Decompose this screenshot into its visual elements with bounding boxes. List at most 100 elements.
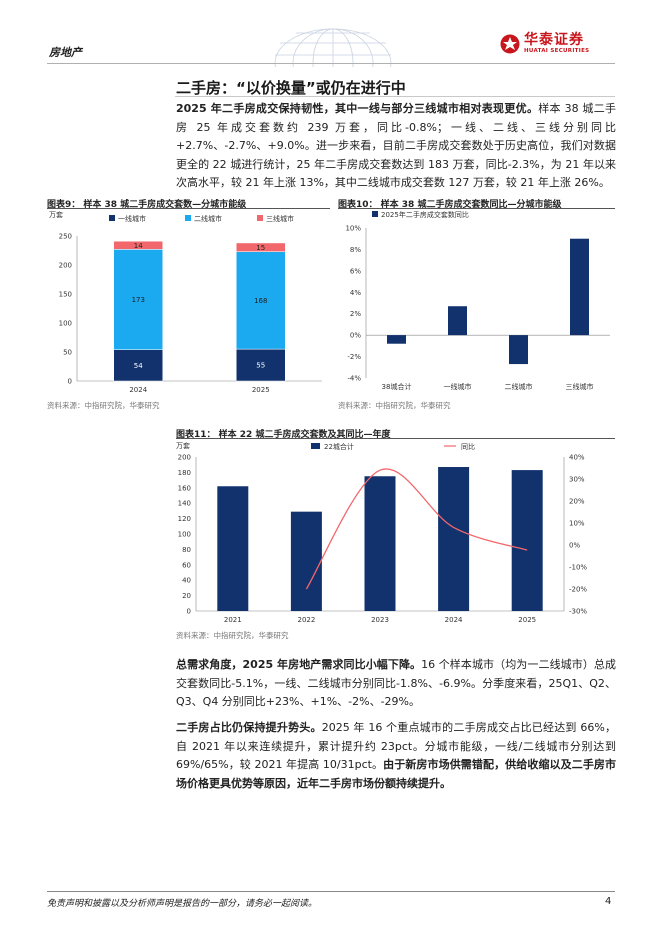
y-left-tick-label: 40 bbox=[182, 577, 191, 585]
y-tick-label: -4% bbox=[347, 375, 361, 383]
paragraph-total-demand: 总需求角度，2025 年房地产需求同比小幅下降。16 个样本城市（均为一二线城市… bbox=[176, 656, 616, 712]
section-title: 二手房：“以价换量”或仍在进行中 bbox=[176, 79, 406, 97]
y-left-tick-label: 20 bbox=[182, 592, 191, 600]
y-tick-label: 50 bbox=[63, 349, 72, 357]
x-tick-label: 2022 bbox=[297, 616, 315, 624]
report-section-label: 房地产 bbox=[49, 46, 82, 59]
figure-10-chart: -4% -2% 0% 2% 4% 6% 8% 10% 2025年二手房成交套数同比 38城合计 一线… bbox=[345, 210, 610, 391]
y-tick-label: 100 bbox=[59, 320, 72, 328]
figure-9-source: 资料来源：中指研究院，华泰研究 bbox=[47, 401, 160, 410]
y-tick-label: -2% bbox=[347, 353, 361, 361]
logo-text-en: HUATAI SECURITIES bbox=[524, 48, 590, 54]
bar bbox=[438, 467, 470, 611]
legend-swatch bbox=[311, 443, 320, 449]
figure-10-title: 图表10： 样本 38 城二手房成交套数同比—分城市能级 bbox=[338, 200, 562, 210]
figure-9-title: 图表9： 样本 38 城二手房成交套数—分城市能级 bbox=[47, 200, 247, 210]
bar-segment bbox=[113, 240, 163, 250]
y-tick-label: 250 bbox=[59, 233, 72, 241]
huatai-logo-icon bbox=[500, 34, 520, 53]
y-tick-label: 150 bbox=[59, 291, 72, 299]
x-tick-label: 2025 bbox=[252, 386, 270, 394]
y-axis-unit: 万套 bbox=[49, 210, 63, 219]
y-tick-label: 8% bbox=[350, 246, 361, 254]
section-title-divider bbox=[175, 96, 615, 97]
figure-11-rule bbox=[176, 438, 615, 439]
legend-label: 22城合计 bbox=[324, 442, 354, 451]
paragraph-lead: 总需求角度，2025 年房地产需求同比小幅下降。 bbox=[176, 658, 422, 671]
y-axis-unit: 万套 bbox=[176, 441, 190, 450]
bar-segment bbox=[113, 349, 163, 382]
paragraph-lead: 2025 年二手房成交保持韧性，其中一线与部分三线城市相对表现更优。 bbox=[176, 102, 539, 115]
legend-swatch bbox=[257, 215, 263, 221]
y-right-tick-label: 0% bbox=[569, 542, 580, 550]
paragraph-second-hand-share: 二手房占比仍保持提升势头。2025 年 16 个重点城市的二手房成交占比已经达到… bbox=[176, 719, 616, 793]
y-right-tick-label: -10% bbox=[569, 564, 587, 572]
paragraph-conclusion: 由于新房市场供需错配，供给收缩以及二手房市场价格更具优势等原因，近年二手房市场份… bbox=[176, 758, 616, 790]
legend-label: 一线城市 bbox=[118, 214, 146, 223]
y-tick-label: 0% bbox=[350, 332, 361, 340]
x-tick-label: 一线城市 bbox=[444, 382, 472, 391]
figure-11-chart: 万套 0 20 40 60 80 100 120 140 160 180 200 -30% -20% -10… bbox=[176, 441, 587, 624]
bar-segment bbox=[236, 348, 286, 382]
figure-9-chart: 万套 0 50 100 150 200 250 一线城市 二线城市 三线城市 54 173 14 2024… bbox=[49, 210, 322, 394]
paragraph-second-hand-resilience: 2025 年二手房成交保持韧性，其中一线与部分三线城市相对表现更优。样本 38 … bbox=[176, 100, 616, 193]
data-label: 168 bbox=[254, 297, 267, 305]
y-tick-label: 4% bbox=[350, 289, 361, 297]
globe-watermark bbox=[274, 28, 392, 67]
paragraph-body: 2025 年 16 个重点城市的二手房成交占比已经达到 66%，自 2021 年… bbox=[176, 721, 616, 771]
x-tick-label: 2024 bbox=[129, 386, 147, 394]
x-tick-label: 二线城市 bbox=[505, 382, 533, 391]
y-left-tick-label: 60 bbox=[182, 561, 191, 569]
legend-label: 二线城市 bbox=[194, 214, 222, 223]
legend-swatch bbox=[372, 211, 378, 217]
figure-10-source: 资料来源：中指研究院，华泰研究 bbox=[338, 401, 451, 410]
y-left-tick-label: 180 bbox=[178, 469, 191, 477]
y-left-tick-label: 160 bbox=[178, 484, 191, 492]
data-label: 55 bbox=[256, 362, 265, 370]
paragraph-body: 16 个样本城市（均为一二线城市）总成交套数同比-5.1%，一线、二线城市分别同… bbox=[176, 658, 616, 708]
legend-label: 三线城市 bbox=[266, 214, 294, 223]
bar bbox=[387, 335, 406, 344]
bar bbox=[448, 306, 467, 336]
paragraph-body: 样本 38 城二手房 25 年成交套数约 239 万套，同比-0.8%；一线、二… bbox=[176, 102, 616, 189]
logo-text-cn: 华泰证券 bbox=[524, 32, 584, 48]
figure-11-source: 资料来源：中指研究院，华泰研究 bbox=[176, 631, 289, 640]
y-tick-label: 6% bbox=[350, 267, 361, 275]
footer-disclaimer: 免责声明和披露以及分析师声明是报告的一部分，请务必一起阅读。 bbox=[47, 899, 318, 909]
y-right-tick-label: 10% bbox=[569, 520, 585, 528]
x-tick-label: 三线城市 bbox=[566, 382, 594, 391]
figure-10-rule bbox=[338, 208, 615, 209]
x-tick-label: 2023 bbox=[371, 616, 389, 624]
data-label: 173 bbox=[132, 296, 145, 304]
y-left-tick-label: 80 bbox=[182, 546, 191, 554]
footer-divider bbox=[47, 891, 615, 892]
y-right-tick-label: 40% bbox=[569, 454, 585, 462]
x-tick-label: 2024 bbox=[445, 616, 463, 624]
y-left-tick-label: 200 bbox=[178, 454, 191, 462]
bar bbox=[290, 511, 322, 611]
y-right-tick-label: 30% bbox=[569, 476, 585, 484]
bar-segment bbox=[236, 242, 286, 252]
y-tick-label: 200 bbox=[59, 262, 72, 270]
y-left-tick-label: 100 bbox=[178, 531, 191, 539]
figure-9-rule bbox=[47, 208, 330, 209]
bar bbox=[570, 238, 589, 336]
figure-11-title: 图表11： 样本 22 城二手房成交套数及其同比—年度 bbox=[176, 430, 391, 440]
y-right-tick-label: 20% bbox=[569, 498, 585, 506]
page-number: 4 bbox=[605, 896, 612, 907]
x-tick-label: 2025 bbox=[518, 616, 536, 624]
series-line-yoy bbox=[305, 468, 528, 590]
data-label: 54 bbox=[134, 362, 143, 370]
bar-segment bbox=[113, 249, 163, 350]
y-left-tick-label: 0 bbox=[187, 608, 191, 616]
bar bbox=[509, 335, 528, 365]
legend-label: 同比 bbox=[461, 442, 475, 451]
y-right-tick-label: -20% bbox=[569, 586, 587, 594]
legend-swatch bbox=[109, 215, 115, 221]
data-label: 15 bbox=[256, 244, 265, 252]
bar bbox=[511, 470, 543, 611]
x-tick-label: 38城合计 bbox=[382, 382, 412, 391]
bar bbox=[364, 476, 396, 611]
bar-segment bbox=[236, 251, 286, 350]
y-tick-label: 10% bbox=[345, 225, 361, 233]
